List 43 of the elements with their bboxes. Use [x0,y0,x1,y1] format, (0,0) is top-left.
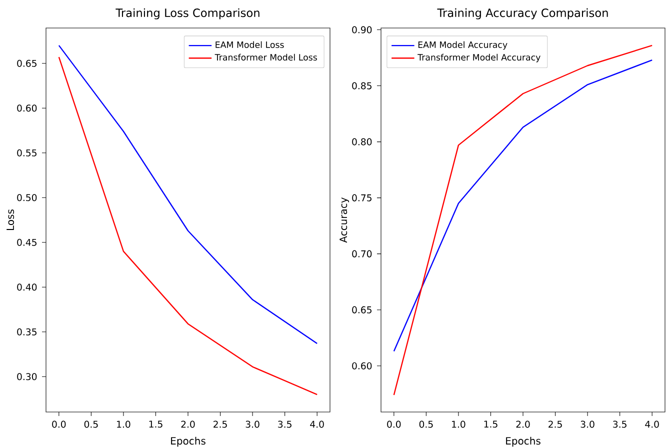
chart-title: Training Accuracy Comparison [437,8,608,20]
x-axis-title: Epochs [506,436,540,447]
y-tick-label: 0.75 [352,194,372,202]
x-tick-label: 2.5 [214,420,227,428]
y-axis-title: Accuracy [340,197,350,243]
x-tick-label: 2.0 [181,420,195,428]
legend-label: Transformer Model Loss [214,54,317,61]
chart-title: Training Loss Comparison [116,8,260,20]
y-tick-label: 0.65 [352,306,372,314]
x-tick-label: 3.0 [580,420,594,428]
y-tick-label: 0.85 [352,82,372,90]
y-tick-label: 0.55 [17,149,36,156]
x-tick-label: 1.0 [117,420,130,428]
y-tick-label: 0.60 [17,104,37,112]
x-tick-label: 3.5 [278,420,292,428]
x-tick-label: 2.5 [548,420,562,428]
x-tick-label: 4.0 [645,420,659,428]
y-tick-label: 0.45 [17,238,36,246]
x-tick-label: 1.5 [149,420,162,428]
x-tick-label: 4.0 [310,420,324,428]
x-tick-label: 0.5 [84,420,98,428]
x-axis-title: Epochs [171,436,206,447]
y-tick-label: 0.70 [352,250,372,258]
y-tick-label: 0.50 [17,194,37,202]
x-tick-label: 0.0 [52,420,66,428]
x-tick-label: 0.0 [387,420,401,428]
y-tick-label: 0.60 [352,362,372,370]
legend-label: Transformer Model Accuracy [418,54,540,62]
x-tick-label: 3.5 [613,420,626,428]
x-tick-label: 0.5 [419,420,433,428]
y-tick-label: 0.40 [17,284,37,291]
y-tick-label: 0.65 [17,60,36,67]
y-tick-label: 0.90 [352,26,372,34]
x-tick-label: 3.0 [246,420,260,428]
y-axis-title: Loss [6,210,14,230]
x-tick-label: 2.0 [516,420,530,428]
y-tick-label: 0.30 [17,373,37,380]
legend-label: EAM Model Loss [216,41,284,48]
y-tick-label: 0.35 [17,328,36,336]
y-tick-label: 0.80 [352,138,372,146]
x-tick-label: 1.0 [452,420,466,428]
x-tick-label: 1.5 [484,420,498,428]
legend-label: EAM Model Accuracy [418,41,508,50]
